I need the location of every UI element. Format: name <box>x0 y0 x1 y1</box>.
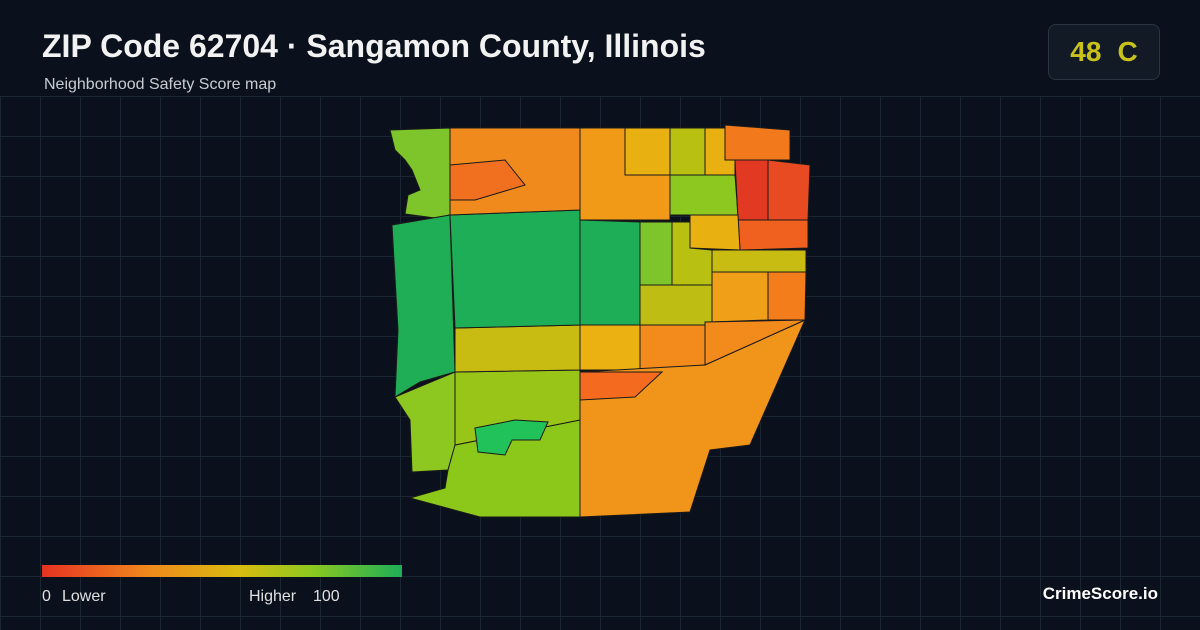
score-grade: C <box>1117 36 1138 67</box>
header: ZIP Code 62704 · Sangamon County, Illino… <box>0 0 1200 97</box>
region <box>704 319 806 366</box>
region <box>711 271 769 323</box>
legend-max: 100 <box>313 588 340 605</box>
region <box>624 127 671 176</box>
score-value: 48 <box>1070 36 1102 67</box>
title: ZIP Code 62704 · Sangamon County, Illino… <box>42 28 706 64</box>
region <box>669 127 706 176</box>
region <box>639 221 673 286</box>
region <box>669 174 739 216</box>
legend-min-label: Lower <box>62 588 106 605</box>
region <box>767 159 811 221</box>
region <box>724 124 791 161</box>
region <box>579 371 664 401</box>
score-badge: 48 C <box>1048 24 1160 80</box>
brand: CrimeScore.io <box>1042 584 1158 603</box>
region <box>449 209 581 329</box>
region <box>689 214 741 251</box>
legend-gradient <box>42 565 402 577</box>
region <box>711 249 807 273</box>
region <box>579 324 641 371</box>
region <box>737 219 809 251</box>
region <box>767 271 807 321</box>
region <box>639 324 706 371</box>
legend-max-label: Higher <box>249 588 297 605</box>
region <box>639 284 713 326</box>
region <box>449 159 526 201</box>
subtitle: Neighborhood Safety Score map <box>44 76 277 93</box>
region <box>391 214 456 398</box>
region <box>454 324 581 373</box>
region <box>474 419 549 456</box>
legend-min: 0 <box>42 588 51 605</box>
region <box>389 127 451 219</box>
region <box>734 159 769 221</box>
region <box>579 219 641 326</box>
